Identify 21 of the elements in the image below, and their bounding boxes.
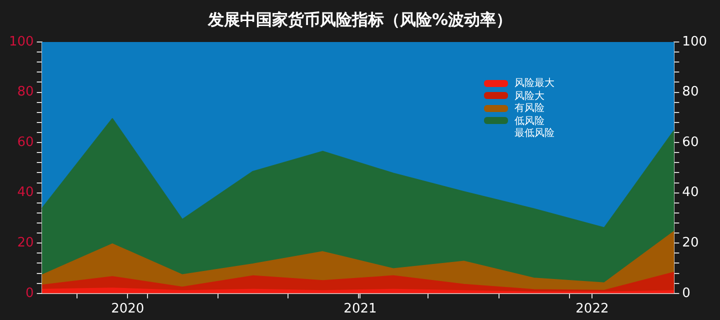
y2-tick-label: 60	[682, 134, 699, 150]
x-tick-label: 2020	[111, 302, 144, 317]
y2-tick-label: 20	[682, 235, 699, 250]
y-tick-label: 80	[17, 84, 34, 100]
y-tick-label: 100	[8, 34, 34, 50]
legend-label: 有风险	[514, 102, 544, 116]
y2-tick-label: 80	[682, 84, 699, 100]
y2-tick-label: 0	[682, 286, 690, 301]
legend-label: 风险最大	[514, 76, 554, 90]
chart-title: 发展中国家货币风险指标（风险%波动率）	[206, 10, 514, 31]
legend-label: 低风险	[514, 114, 544, 128]
x-tick-label: 2022	[576, 302, 609, 317]
y-tick-label: 0	[26, 286, 34, 301]
y2-tick-label: 100	[682, 34, 708, 50]
legend-label: 风险大	[514, 90, 544, 103]
y-tick-label: 60	[17, 134, 34, 150]
y-tick-label: 20	[17, 235, 34, 250]
series-label: 最低风险	[514, 127, 554, 140]
y-tick-label: 40	[17, 185, 34, 200]
y2-tick-label: 40	[682, 185, 699, 200]
x-tick-label: 2021	[344, 302, 377, 317]
